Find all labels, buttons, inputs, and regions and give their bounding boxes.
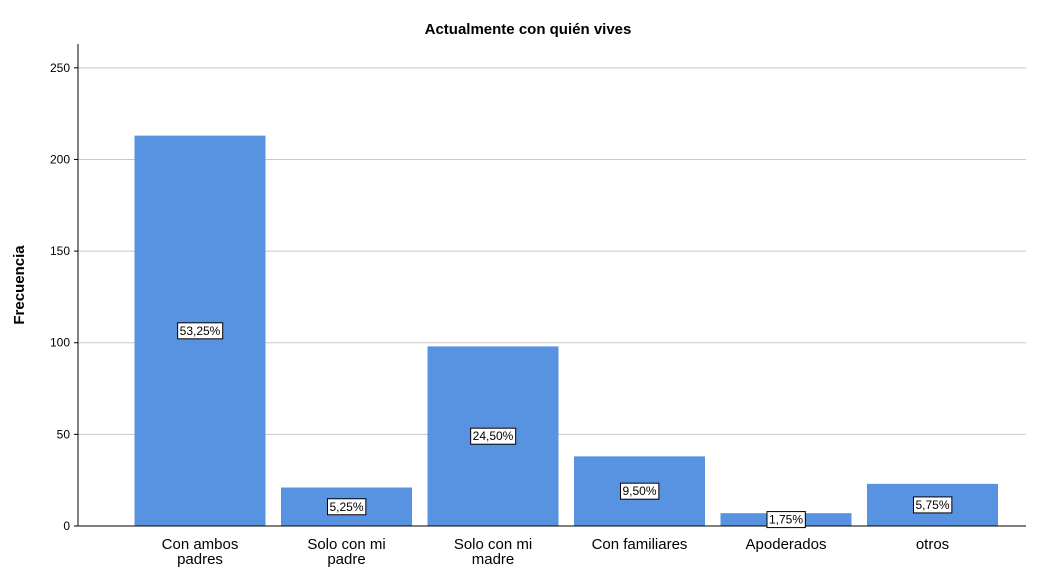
data-label-box [619,482,660,500]
data-label: 24,50% [473,429,514,443]
y-tick-label: 150 [50,244,70,258]
x-tick-label: Solo con mi padre [307,536,385,568]
x-tick-label: Con ambos padres [162,536,239,568]
x-tick-label-line: padre [327,551,365,568]
x-tick-label-line: Con ambos [162,536,239,553]
data-label-box [766,511,806,529]
data-label: 1,75% [769,513,803,527]
data-label-box [912,496,953,514]
data-label-box [470,427,517,445]
y-tick-label: 100 [50,336,70,350]
data-label: 5,25% [329,500,363,514]
y-axis-label: Frecuencia [11,245,28,325]
y-tick-label: 0 [63,519,70,533]
x-tick-label: Con familiares [592,536,688,553]
data-label: 9,50% [622,484,656,498]
y-tick-label: 50 [57,427,71,441]
x-tick-label: Solo con mi madre [454,536,532,568]
x-tick-label-line: Con familiares [592,536,688,553]
data-label: 5,75% [915,498,949,512]
x-tick-label: otros [916,536,949,553]
x-tick-label-line: otros [916,536,949,553]
x-tick-label-line: padres [177,551,223,568]
y-tick-label: 250 [50,61,70,75]
y-tick-label: 200 [50,152,70,166]
data-label-box [177,322,224,340]
data-label: 53,25% [180,324,221,338]
data-label-box [326,498,367,516]
chart-title: Actualmente con quién vives [425,21,632,38]
x-tick-label: Apoderados [746,536,827,553]
x-tick-label-line: Solo con mi [454,536,532,553]
x-tick-label-line: Solo con mi [307,536,385,553]
x-tick-label-line: madre [472,551,515,568]
x-tick-label-line: Apoderados [746,536,827,553]
